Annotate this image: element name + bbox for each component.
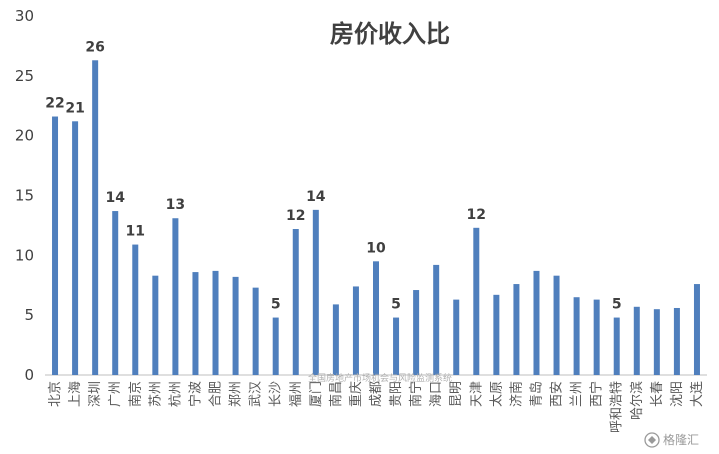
- brand-logo-icon: [644, 432, 660, 448]
- x-tick-label: 厦门: [309, 381, 324, 407]
- bar: [312, 209, 319, 375]
- data-label: 5: [271, 297, 281, 313]
- bar: [573, 297, 580, 375]
- data-label: 22: [45, 96, 64, 112]
- x-tick-label: 兰州: [570, 381, 585, 407]
- bar: [533, 270, 540, 375]
- bar: [52, 116, 59, 376]
- bar: [513, 284, 520, 375]
- bar: [593, 299, 600, 375]
- brand-logo: 格隆汇: [644, 432, 699, 448]
- brand-name: 格隆汇: [663, 432, 699, 447]
- bar: [693, 284, 700, 375]
- x-tick-label: 昆明: [449, 381, 464, 407]
- bar: [92, 60, 99, 375]
- data-label: 5: [391, 297, 401, 313]
- x-tick-label: 西宁: [589, 381, 605, 407]
- x-tick-label: 成都: [369, 381, 384, 407]
- x-tick-label: 南京: [127, 381, 143, 407]
- y-tick-label: 0: [24, 366, 34, 384]
- x-tick-label: 长沙: [269, 381, 284, 407]
- x-tick-label: 长春: [650, 381, 665, 407]
- bar: [272, 317, 279, 375]
- data-label: 11: [126, 224, 145, 240]
- x-tick-label: 南宁: [408, 381, 424, 407]
- data-label: 12: [467, 207, 486, 223]
- bar: [473, 227, 480, 375]
- x-tick-label: 苏州: [147, 381, 163, 407]
- data-label: 21: [65, 100, 84, 116]
- y-tick-label: 30: [15, 7, 34, 25]
- x-tick-label: 杭州: [168, 381, 183, 407]
- x-tick-label: 福州: [289, 381, 304, 407]
- y-tick-label: 25: [15, 67, 34, 85]
- bar: [393, 317, 400, 375]
- x-axis: 北京 上海 深圳 广州 南京 苏州 杭州 宁波 合肥 郑州 武汉 长沙 福州 厦门 南昌 重庆 成都 贵阳 南宁 海口…: [48, 381, 705, 433]
- x-tick-label: 宁波: [187, 381, 203, 407]
- x-tick-label: 济南: [508, 381, 524, 407]
- y-tick-label: 20: [15, 127, 34, 145]
- x-tick-label: 沈阳: [670, 381, 685, 407]
- bar: [493, 294, 500, 375]
- x-tick-label: 哈尔滨: [629, 381, 645, 420]
- y-axis: 0 5 10 15 20 25 30: [15, 7, 34, 384]
- x-tick-label: 贵阳: [389, 381, 404, 407]
- y-tick-label: 15: [15, 187, 34, 205]
- bar: [252, 287, 259, 375]
- bar: [152, 275, 159, 375]
- bar: [373, 261, 379, 375]
- bar: [212, 270, 219, 375]
- bar: [553, 275, 560, 375]
- x-tick-label: 海口: [429, 381, 444, 407]
- bar: [453, 299, 460, 375]
- data-label: 5: [612, 297, 622, 313]
- bar: [72, 121, 79, 375]
- data-label: 10: [366, 240, 386, 256]
- x-tick-label: 广州: [108, 381, 123, 407]
- bar: [132, 244, 139, 375]
- x-tick-label: 北京: [48, 381, 63, 407]
- brand-logo-mark: [648, 436, 656, 444]
- bar: [613, 317, 620, 375]
- bar: [413, 290, 420, 375]
- data-label: 12: [286, 208, 305, 224]
- x-tick-label: 西安: [550, 381, 565, 407]
- bar: [172, 218, 179, 375]
- x-tick-label: 郑州: [229, 381, 244, 407]
- bar: [633, 306, 640, 375]
- x-tick-label: 南昌: [328, 381, 344, 407]
- bar: [352, 286, 359, 375]
- x-tick-label: 青岛: [528, 381, 544, 407]
- bars-group: [52, 60, 700, 376]
- bar: [192, 272, 199, 375]
- x-tick-label: 重庆: [348, 381, 364, 407]
- bar: [232, 276, 239, 375]
- x-tick-label: 天津: [469, 381, 484, 407]
- data-label: 14: [306, 189, 326, 205]
- bar: [653, 309, 660, 375]
- bar: [292, 229, 299, 375]
- bar: [433, 264, 440, 375]
- x-tick-label: 武汉: [249, 381, 264, 407]
- watermark: 全国房地产市场机会与风险监测系统: [308, 372, 452, 384]
- x-tick-label: 呼和浩特: [610, 381, 625, 433]
- bar: [673, 307, 680, 375]
- x-tick-label: 大连: [689, 381, 705, 407]
- bar: [112, 211, 119, 375]
- data-label: 14: [105, 190, 125, 206]
- x-tick-label: 深圳: [88, 381, 103, 407]
- y-tick-label: 10: [15, 246, 34, 264]
- data-label: 13: [166, 197, 185, 213]
- bar: [332, 304, 339, 375]
- data-label: 26: [85, 39, 104, 55]
- x-tick-label: 太原: [489, 381, 504, 407]
- x-tick-label: 上海: [68, 381, 83, 407]
- x-tick-label: 合肥: [209, 381, 224, 407]
- y-tick-label: 5: [24, 306, 34, 324]
- chart-title: 房价收入比: [330, 20, 450, 48]
